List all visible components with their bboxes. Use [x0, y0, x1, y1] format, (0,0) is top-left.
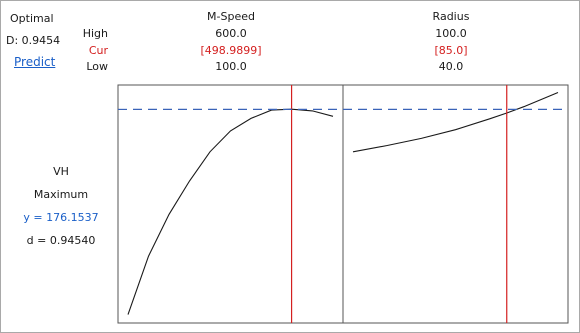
- factor-high-radius: 100.0: [435, 27, 467, 40]
- row-label-high: High: [82, 27, 108, 40]
- factor-name-m-speed: M-Speed: [207, 10, 255, 23]
- response-d-value: d = 0.94540: [26, 234, 96, 247]
- row-label-cur: Cur: [88, 44, 108, 57]
- predict-link[interactable]: Predict: [14, 55, 56, 69]
- response-y-value: y = 176.1537: [23, 211, 99, 224]
- factor-high-m-speed: 600.0: [215, 27, 247, 40]
- response-name: VH: [53, 165, 69, 178]
- factor-low-m-speed: 100.0: [215, 60, 247, 73]
- factor-low-radius: 40.0: [438, 60, 464, 73]
- desirability-label: D: 0.9454: [6, 34, 61, 47]
- factor-cur-radius[interactable]: [85.0]: [434, 44, 468, 57]
- optimal-label: Optimal: [10, 12, 54, 25]
- factor-name-radius: Radius: [432, 10, 470, 23]
- response-goal: Maximum: [33, 188, 89, 201]
- factor-cur-m-speed[interactable]: [498.9899]: [200, 44, 262, 57]
- row-label-low: Low: [86, 60, 108, 73]
